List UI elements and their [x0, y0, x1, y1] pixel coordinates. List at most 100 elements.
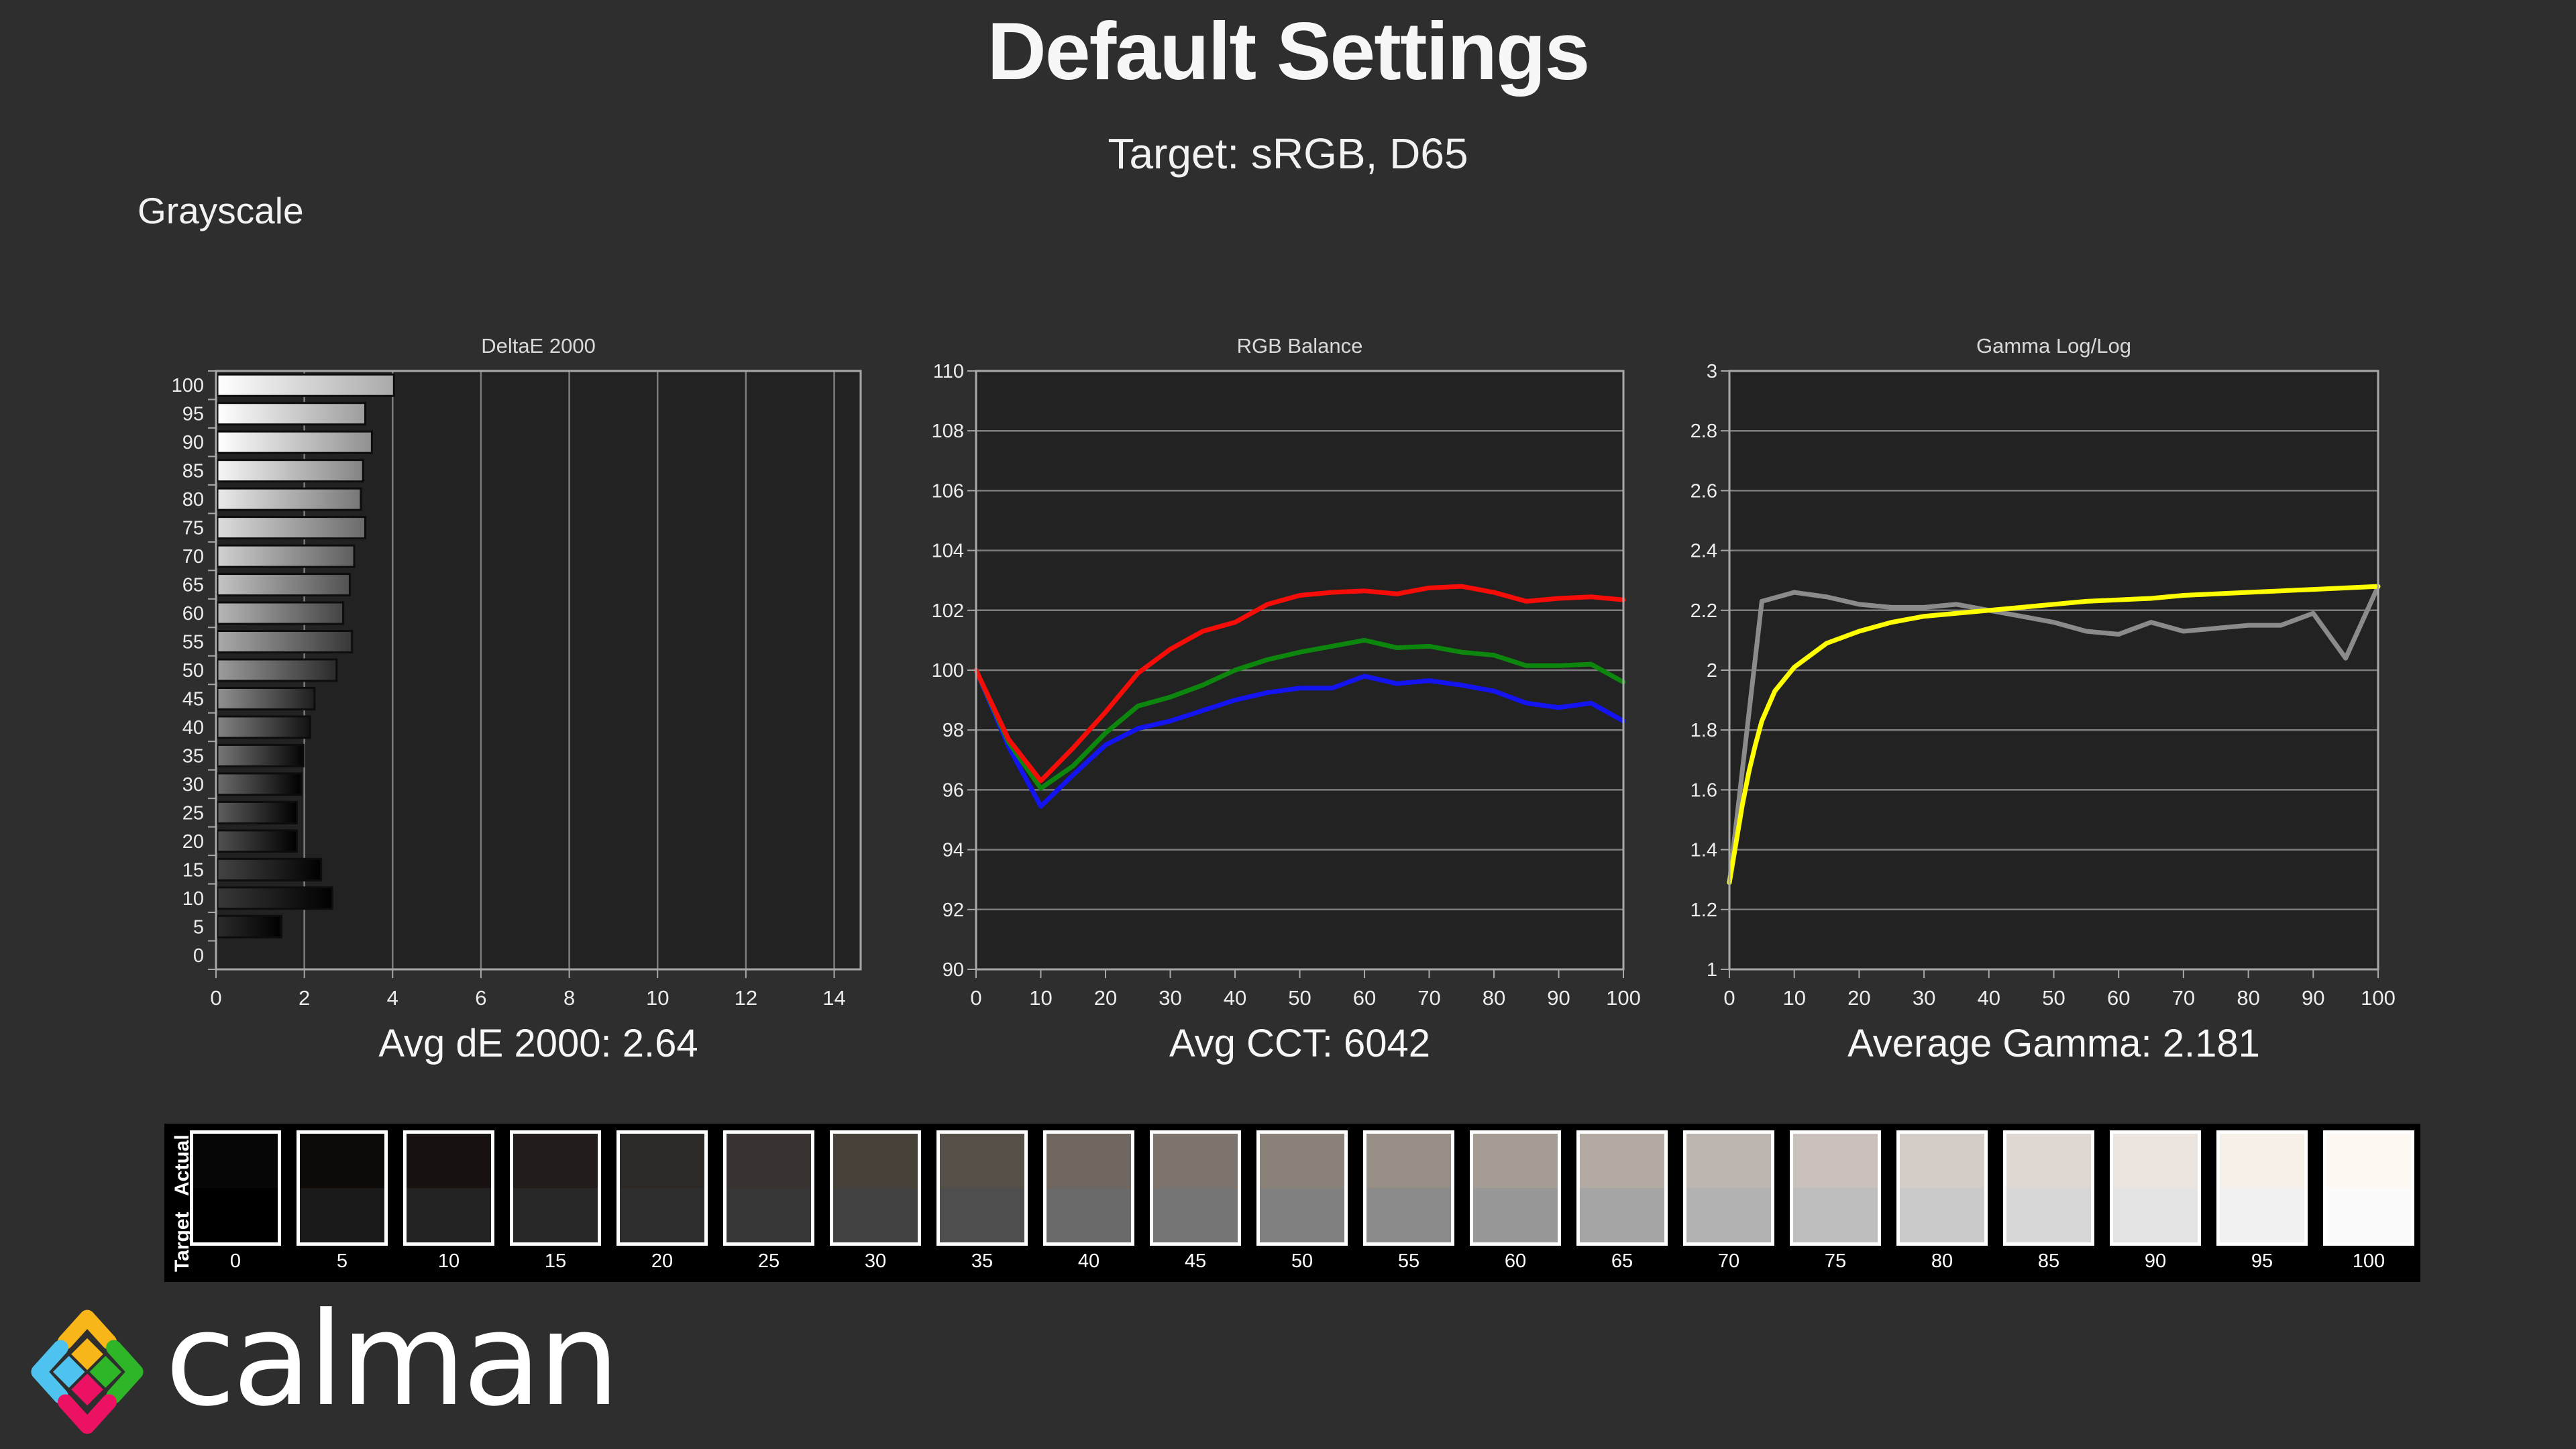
- swatch-35-target: [940, 1188, 1024, 1242]
- svg-text:30: 30: [182, 774, 204, 796]
- svg-text:90: 90: [182, 432, 204, 453]
- series-green: [973, 637, 1626, 791]
- deltae-bar-60: [216, 601, 345, 625]
- swatch-80-actual: [1900, 1134, 1984, 1188]
- swatch-10-actual: [407, 1134, 491, 1188]
- svg-text:8: 8: [564, 986, 575, 1010]
- svg-text:45: 45: [182, 688, 204, 710]
- swatch-40-actual: [1046, 1134, 1131, 1188]
- svg-text:104: 104: [932, 541, 964, 562]
- swatch-45-actual: [1153, 1134, 1238, 1188]
- swatch-0: [190, 1130, 281, 1246]
- svg-text:60: 60: [1353, 986, 1376, 1010]
- grayscale-ramp-strip: Actual Target 0 5 10 15 20 25 30 35 40 45 50 55 60 65…: [164, 1124, 2420, 1282]
- deltae-2000-bar-chart: 1009590858075706560555045403530252015105…: [172, 370, 862, 1010]
- swatch-20-actual: [620, 1134, 704, 1188]
- stat-average-gamma: Average Gamma: 2.181: [1847, 1022, 2260, 1065]
- svg-text:100: 100: [1606, 986, 1641, 1010]
- deltae-bar-50: [216, 658, 338, 682]
- swatch-label-10: 10: [437, 1250, 460, 1272]
- deltae-bar-35: [216, 743, 305, 767]
- swatch-90: [2110, 1130, 2201, 1246]
- swatch-20-target: [620, 1188, 704, 1242]
- series-blue: [973, 667, 1626, 809]
- svg-text:0: 0: [1723, 986, 1735, 1010]
- svg-text:100: 100: [172, 375, 204, 396]
- svg-text:1.6: 1.6: [1690, 780, 1717, 801]
- swatch-label-70: 70: [1717, 1250, 1740, 1272]
- swatch-label-25: 25: [757, 1250, 780, 1272]
- swatch-0-target: [193, 1188, 278, 1242]
- svg-text:75: 75: [182, 518, 204, 539]
- svg-text:1: 1: [1707, 959, 1717, 981]
- deltae-bar-25: [216, 800, 298, 824]
- svg-text:2: 2: [299, 986, 310, 1010]
- swatch-50: [1256, 1130, 1348, 1246]
- calman-logo-icon: [31, 1309, 144, 1434]
- swatch-65: [1576, 1130, 1668, 1246]
- svg-text:3: 3: [1707, 362, 1717, 382]
- swatch-50-target: [1260, 1188, 1344, 1242]
- swatch-100-actual: [2326, 1134, 2411, 1188]
- deltae-bar-55: [216, 630, 354, 654]
- swatch-label-95: 95: [2251, 1250, 2273, 1272]
- deltae-bar-15: [216, 857, 323, 881]
- swatch-label-85: 85: [2037, 1250, 2060, 1272]
- svg-text:20: 20: [182, 831, 204, 853]
- calman-logo-text: calman: [165, 1285, 620, 1435]
- swatch-80: [1896, 1130, 1988, 1246]
- swatch-label-45: 45: [1184, 1250, 1207, 1272]
- swatch-60-actual: [1473, 1134, 1558, 1188]
- swatch-30: [830, 1130, 921, 1246]
- series-gamma-measured: [1727, 584, 2381, 885]
- svg-text:70: 70: [182, 546, 204, 568]
- deltae-bar-20: [216, 829, 298, 853]
- swatch-15: [510, 1130, 601, 1246]
- svg-text:40: 40: [1224, 986, 1246, 1010]
- svg-text:10: 10: [646, 986, 669, 1010]
- swatch-label-75: 75: [1824, 1250, 1847, 1272]
- swatch-85: [2003, 1130, 2094, 1246]
- deltae-bar-30: [216, 772, 303, 796]
- swatch-45: [1150, 1130, 1241, 1246]
- swatch-75-target: [1793, 1188, 1878, 1242]
- svg-text:102: 102: [932, 600, 964, 622]
- deltae-bar-100: [216, 373, 395, 397]
- swatch-55-target: [1366, 1188, 1451, 1242]
- svg-text:70: 70: [1417, 986, 1440, 1010]
- svg-text:98: 98: [943, 720, 964, 741]
- swatch-35: [936, 1130, 1028, 1246]
- svg-text:35: 35: [182, 745, 204, 767]
- swatch-70-actual: [1686, 1134, 1771, 1188]
- svg-text:0: 0: [193, 945, 204, 967]
- swatch-60: [1470, 1130, 1561, 1246]
- swatch-70-target: [1686, 1188, 1771, 1242]
- stat-avg-cct: Avg CCT: 6042: [1169, 1022, 1431, 1065]
- swatch-label-35: 35: [971, 1250, 994, 1272]
- swatch-90-actual: [2113, 1134, 2198, 1188]
- swatch-30-actual: [833, 1134, 918, 1188]
- svg-text:30: 30: [1159, 986, 1181, 1010]
- swatch-60-target: [1473, 1188, 1558, 1242]
- swatch-label-50: 50: [1291, 1250, 1313, 1272]
- swatch-label-40: 40: [1077, 1250, 1100, 1272]
- svg-text:90: 90: [2302, 986, 2324, 1010]
- swatch-80-target: [1900, 1188, 1984, 1242]
- swatch-5-target: [300, 1188, 384, 1242]
- swatch-15-actual: [513, 1134, 598, 1188]
- chart-title-rgb-balance: RGB Balance: [1236, 334, 1363, 358]
- svg-text:50: 50: [182, 660, 204, 682]
- swatch-label-15: 15: [544, 1250, 567, 1272]
- swatch-75-actual: [1793, 1134, 1878, 1188]
- svg-text:85: 85: [182, 461, 204, 482]
- svg-text:2.4: 2.4: [1690, 541, 1717, 562]
- svg-text:80: 80: [182, 489, 204, 511]
- swatch-45-target: [1153, 1188, 1238, 1242]
- svg-text:4: 4: [387, 986, 398, 1010]
- deltae-bar-95: [216, 402, 367, 426]
- page-title: Default Settings: [987, 5, 1591, 97]
- svg-text:55: 55: [182, 632, 204, 653]
- deltae-bar-45: [216, 686, 316, 710]
- swatch-25-target: [727, 1188, 811, 1242]
- swatch-95: [2216, 1130, 2308, 1246]
